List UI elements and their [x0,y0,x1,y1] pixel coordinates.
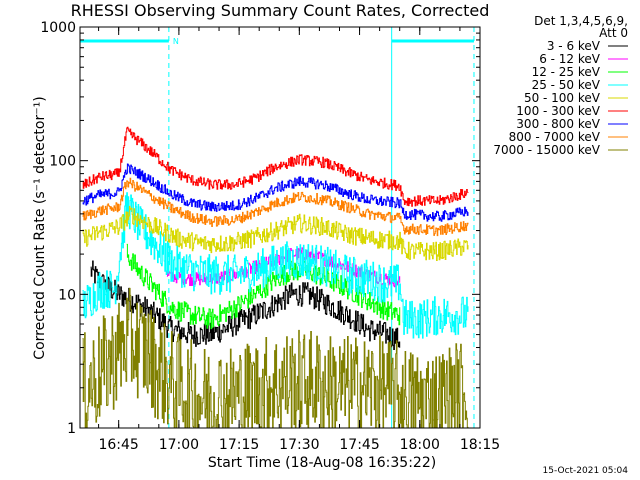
x-tick-label: 17:15 [219,437,259,453]
x-tick-label: 18:00 [400,437,440,453]
axes-frame [79,26,481,429]
footer-timestamp: 15-Oct-2021 05:04 [543,466,629,476]
series-line [90,260,401,350]
y-tick-label: 1 [67,421,76,437]
flag-bar-label: N [173,37,179,46]
legend-label: 100 - 300 keV [516,104,600,118]
x-tick-label: 17:00 [159,437,199,453]
plot-frame [79,26,481,429]
series-line [82,126,469,207]
legend-label: 25 - 50 keV [532,78,601,92]
series-line [82,163,469,222]
y-tick-label: 100 [49,154,76,170]
night-interval-layer: N [80,27,475,428]
chart-title: RHESSI Observing Summary Count Rates, Co… [71,1,490,20]
legend-label: 3 - 6 keV [547,39,601,53]
legend-label: 800 - 7000 keV [509,130,601,144]
tick-layer: 16:45 17:00 17:15 17:30 17:45 18:00 18:15 1 10 10… [40,20,500,453]
x-tick-label: 16:45 [98,437,138,453]
legend-label: 300 - 800 keV [516,117,600,131]
x-tick-label: 17:45 [339,437,379,453]
series-layer [82,126,469,429]
x-tick-label: 17:30 [279,437,319,453]
legend-label: 7000 - 15000 keV [493,143,600,157]
y-tick-label: 10 [58,287,76,303]
series-line [82,192,469,339]
series-line [82,287,469,429]
legend-header: Det 1,3,4,5,6,9, [534,14,628,28]
legend-label: 50 - 100 keV [524,91,601,105]
series-line [82,177,469,237]
y-axis-label: Corrected Count Rate (s⁻¹ detector⁻¹) [32,96,48,359]
y-tick-label: 1000 [40,20,76,36]
legend-label: 12 - 25 keV [532,65,601,79]
series-line [82,205,469,261]
x-axis-label: Start Time (18-Aug-08 16:35:22) [208,455,436,471]
legend-header: Att 0 [599,26,628,40]
legend-label: 6 - 12 keV [539,52,601,66]
x-tick-label: 18:15 [460,437,500,453]
